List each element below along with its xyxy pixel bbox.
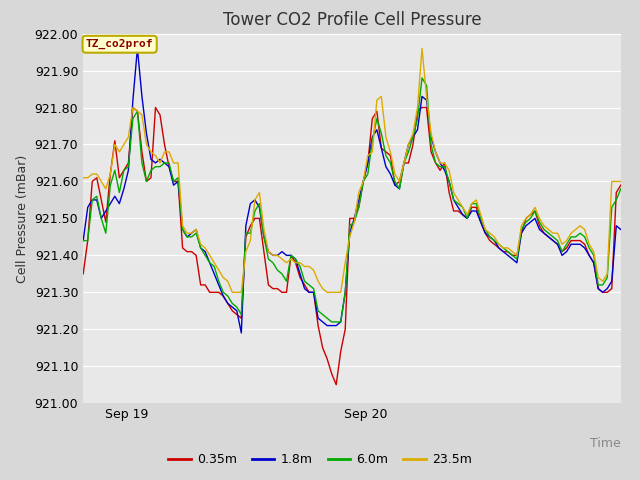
Legend: 0.35m, 1.8m, 6.0m, 23.5m: 0.35m, 1.8m, 6.0m, 23.5m <box>163 448 477 471</box>
Title: Tower CO2 Profile Cell Pressure: Tower CO2 Profile Cell Pressure <box>223 11 481 29</box>
Text: Time: Time <box>590 437 621 450</box>
Text: TZ_co2prof: TZ_co2prof <box>86 39 154 49</box>
Y-axis label: Cell Pressure (mBar): Cell Pressure (mBar) <box>16 154 29 283</box>
